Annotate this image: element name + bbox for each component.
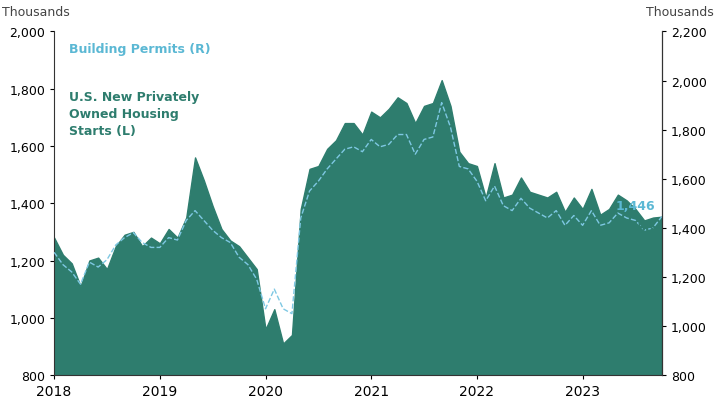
Text: U.S. New Privately
Owned Housing
Starts (L): U.S. New Privately Owned Housing Starts … (69, 91, 200, 138)
Text: Thousands: Thousands (646, 6, 714, 19)
Text: 1,353: 1,353 (615, 222, 655, 234)
Text: 1,446: 1,446 (615, 200, 655, 213)
Text: Building Permits (R): Building Permits (R) (69, 43, 211, 55)
Text: Thousands: Thousands (2, 6, 70, 19)
